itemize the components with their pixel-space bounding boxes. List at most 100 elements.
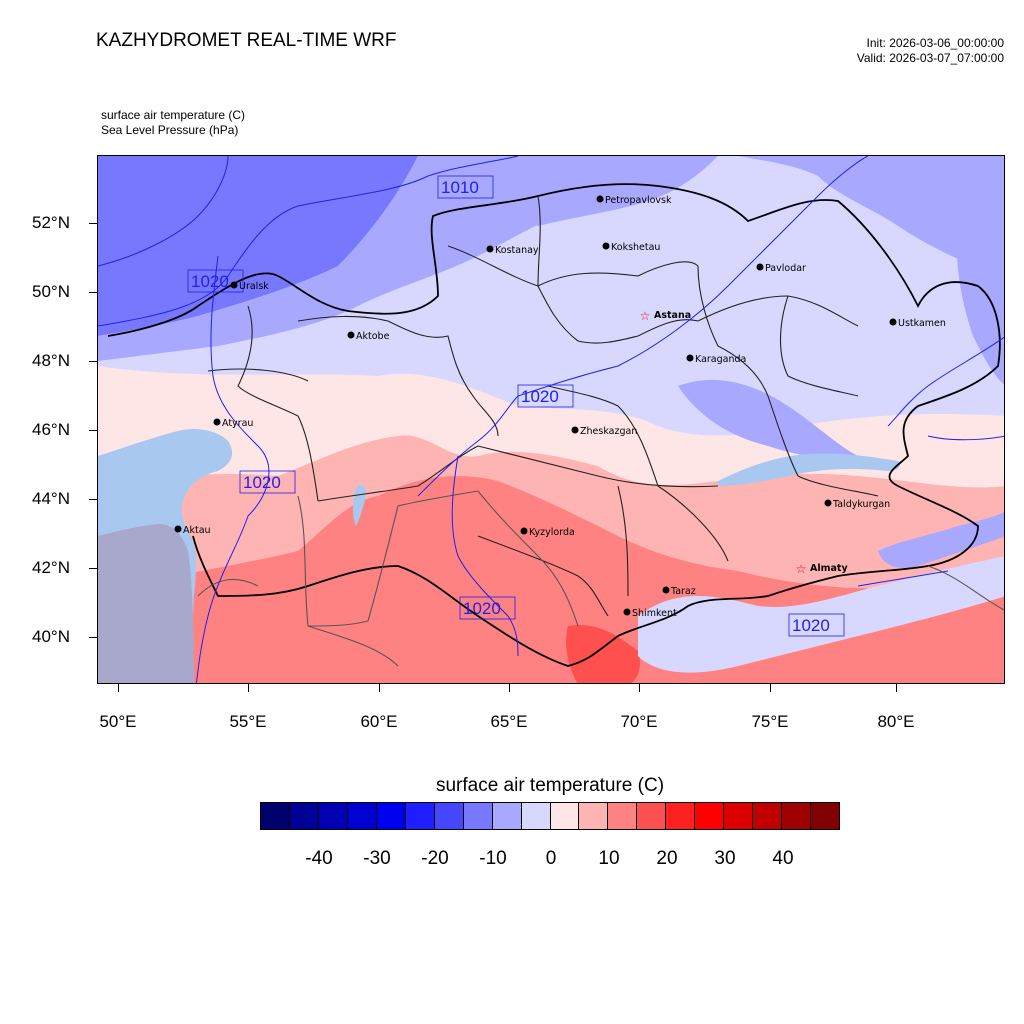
city-kyzylorda: Kyzylorda <box>529 527 575 538</box>
temperature-field-cold-north <box>498 156 718 226</box>
city-aktobe: Aktobe <box>356 331 390 342</box>
colorbar-swatch <box>753 803 783 829</box>
lat-label-52: 52°N <box>32 213 70 232</box>
city-karaganda: Karaganda <box>695 354 746 365</box>
map-canvas: 1010 1020 1020 1020 1020 1020 Petropavlo… <box>98 156 1004 683</box>
colorbar-swatch <box>637 803 667 829</box>
colorbar-swatch <box>521 803 551 829</box>
lat-tick <box>89 568 97 569</box>
city-markers: Petropavlovsk Kostanay Kokshetau Pavloda… <box>174 195 946 619</box>
colorbar-label: -40 <box>305 848 333 869</box>
init-time: Init: 2026-03-06_00:00:00 <box>866 36 1004 50</box>
lon-label-50: 50°E <box>99 712 137 731</box>
lon-tick <box>770 684 771 692</box>
colorbar-swatch <box>463 803 493 829</box>
isobars <box>98 156 1004 683</box>
isobar-label-box <box>437 175 494 199</box>
city-kostanay: Kostanay <box>495 245 539 256</box>
lon-tick <box>379 684 380 692</box>
chart-title: KAZHYDROMET REAL-TIME WRF <box>96 30 397 51</box>
colorbar-swatch <box>782 803 812 829</box>
city-shimkent: Shimkent <box>632 608 677 619</box>
colorbar-label: 30 <box>714 848 736 869</box>
valid-time: Valid: 2026-03-07_07:00:00 <box>856 51 1004 65</box>
national-border <box>107 183 1001 667</box>
lat-label-42: 42°N <box>32 558 70 577</box>
isobar-label-box <box>187 269 244 293</box>
colorbar-swatch <box>724 803 754 829</box>
isobar-label-1020-west: 1020 <box>243 473 281 492</box>
colorbar-label: 20 <box>656 848 678 869</box>
colorbar-swatch <box>492 803 522 829</box>
isobar-label-box <box>788 613 845 637</box>
lon-tick <box>248 684 249 692</box>
temperature-field-cold-balkhash <box>678 379 858 458</box>
lon-label-60: 60°E <box>360 712 398 731</box>
temperature-field-hot-south <box>566 625 640 683</box>
colorbar-swatch <box>579 803 609 829</box>
lat-label-50: 50°N <box>32 282 70 301</box>
city-petropavlovsk: Petropavlovsk <box>605 195 672 206</box>
neighbour-borders <box>197 490 1004 667</box>
lon-label-65: 65°E <box>490 712 528 731</box>
city-atyrau: Atyrau <box>222 418 253 429</box>
colorbar-label: -30 <box>363 848 391 869</box>
lon-tick <box>896 684 897 692</box>
lon-label-55: 55°E <box>229 712 267 731</box>
mountain-cold-patch <box>638 556 1004 673</box>
lat-tick <box>89 361 97 362</box>
mountain-cold-patch-east <box>878 512 1004 568</box>
lon-label-75: 75°E <box>751 712 789 731</box>
capital-star-astana: ☆ <box>640 309 651 323</box>
temperature-field-cold-east <box>738 156 1004 276</box>
colorbar-swatch <box>261 803 290 829</box>
colorbar-swatch <box>666 803 696 829</box>
colorbar-swatch <box>289 803 319 829</box>
lat-tick <box>89 223 97 224</box>
field-descriptions: surface air temperature (C) Sea Level Pr… <box>101 108 245 138</box>
colorbar <box>260 802 840 830</box>
isobar-label-1010: 1010 <box>441 178 479 197</box>
colorbar-swatch <box>405 803 435 829</box>
lat-label-48: 48°N <box>32 351 70 370</box>
temperature-field-very-cold <box>98 156 418 336</box>
field-pressure: Sea Level Pressure (hPa) <box>101 123 239 137</box>
colorbar-swatch <box>608 803 638 829</box>
city-zheskazgan: Zheskazgan <box>580 426 637 437</box>
city-almaty: Almaty <box>810 563 848 574</box>
city-pavlodar: Pavlodar <box>765 263 806 274</box>
isobar-label-1020-uralsk: 1020 <box>191 272 229 291</box>
lon-label-80: 80°E <box>877 712 915 731</box>
isobar-label-box <box>459 596 516 620</box>
city-taldykurgan: Taldykurgan <box>832 499 890 510</box>
lat-label-40: 40°N <box>32 627 70 646</box>
city-astana: Astana <box>654 310 691 321</box>
city-ustkamen: Ustkamen <box>898 318 946 329</box>
colorbar-swatch <box>347 803 377 829</box>
colorbar-label: 40 <box>772 848 794 869</box>
lat-tick <box>89 499 97 500</box>
lat-label-44: 44°N <box>32 489 70 508</box>
forecast-map[interactable]: 1010 1020 1020 1020 1020 1020 Petropavlo… <box>97 155 1005 684</box>
colorbar-swatch <box>695 803 725 829</box>
isobar-label-1020-east: 1020 <box>792 616 830 635</box>
temperature-field-cold <box>98 156 658 361</box>
city-kokshetau: Kokshetau <box>611 242 660 253</box>
colorbar-label: 0 <box>545 848 557 869</box>
colorbar-swatch <box>318 803 348 829</box>
field-temperature: surface air temperature (C) <box>101 108 246 122</box>
lat-tick <box>89 292 97 293</box>
lake-balkhash <box>718 453 900 486</box>
lat-tick <box>89 430 97 431</box>
isobar-label-1020-center: 1020 <box>521 387 559 406</box>
colorbar-swatch <box>550 803 580 829</box>
lon-label-70: 70°E <box>620 712 658 731</box>
colorbar-label: -10 <box>479 848 507 869</box>
isobar-label-1020-south: 1020 <box>463 599 501 618</box>
isobar-label-box <box>239 470 296 494</box>
caspian-sea-deep <box>98 523 194 683</box>
colorbar-swatch <box>434 803 464 829</box>
run-times: Init: 2026-03-06_00:00:00 Valid: 2026-03… <box>857 36 1004 66</box>
colorbar-label: 10 <box>598 848 620 869</box>
colorbar-swatch <box>376 803 406 829</box>
